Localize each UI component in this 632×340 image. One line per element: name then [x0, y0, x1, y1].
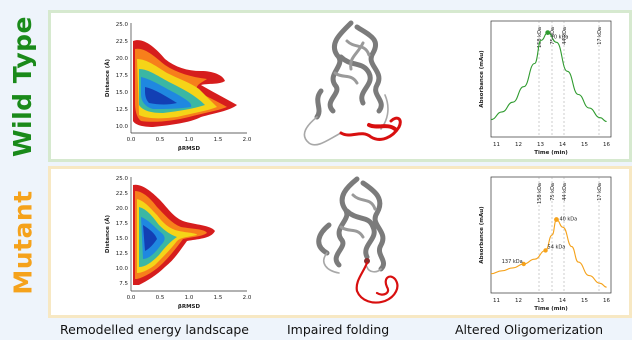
y-tick: 25.0	[116, 176, 129, 182]
y-tick: 12.5	[116, 251, 129, 257]
mut-energy-landscape: 25.0 22.5 20.0 17.5 15.0 12.5 10.0 7.5 0…	[104, 176, 252, 310]
wt-energy-landscape: 25.0 22.5 20.0 17.5 15.0 12.5 10.0 0.0 0…	[104, 22, 252, 152]
x-tick: 1.0	[185, 295, 194, 301]
y-tick: 10.0	[116, 266, 129, 272]
x-tick: 11	[493, 142, 500, 148]
y-axis-label: Distance (Å)	[104, 58, 111, 97]
x-tick: 15	[581, 142, 588, 148]
x-tick: 16	[603, 298, 610, 304]
mutant-panel: 25.0 22.5 20.0 17.5 15.0 12.5 10.0 7.5 0…	[48, 166, 632, 318]
x-tick: 0.5	[156, 295, 165, 301]
y-tick: 17.5	[116, 221, 129, 227]
y-tick: 20.0	[116, 56, 129, 62]
mut-protein-structure	[316, 176, 399, 304]
y-tick: 12.5	[116, 107, 129, 113]
mutant-figure: 25.0 22.5 20.0 17.5 15.0 12.5 10.0 7.5 0…	[104, 176, 612, 312]
x-tick: 1.5	[214, 137, 223, 143]
x-axis-label: Time (min)	[534, 306, 568, 312]
wt-sec-line	[490, 32, 607, 123]
marker-label: 17 kDa	[597, 27, 603, 45]
wild-type-figure: 25.0 22.5 20.0 17.5 15.0 12.5 10.0 0.0 0…	[104, 20, 612, 156]
marker-label: 158 kDa	[537, 27, 543, 48]
y-tick: 15.0	[116, 236, 129, 242]
peak-label: 70 kDa	[551, 35, 569, 41]
plot-frame	[490, 20, 612, 138]
x-tick: 15	[581, 298, 588, 304]
caption-energy: Remodelled energy landscape	[60, 322, 249, 337]
x-tick: 12	[515, 298, 522, 304]
x-tick: 11	[493, 298, 500, 304]
x-axis-label: Time (min)	[534, 150, 568, 156]
y-axis-label: Distance (Å)	[104, 214, 111, 253]
x-tick: 1.5	[214, 295, 223, 301]
peak-label: 54 kDa	[548, 244, 566, 250]
y-tick: 7.5	[119, 281, 128, 287]
wt-protein-structure	[303, 20, 402, 146]
marker-label: 75 kDa	[550, 183, 556, 201]
y-tick: 15.0	[116, 90, 129, 96]
peak-point	[543, 248, 548, 253]
peak-point	[545, 30, 551, 35]
y-tick: 25.0	[116, 22, 129, 28]
mutant-label: Mutant	[8, 189, 38, 295]
caption-oligo: Altered Oligomerization	[455, 322, 604, 337]
y-tick: 20.0	[116, 206, 129, 212]
marker-label: 44 kDa	[562, 27, 568, 45]
peak-label: 40 kDa	[559, 217, 577, 223]
y-tick: 22.5	[116, 191, 129, 197]
peak-point	[554, 217, 559, 222]
caption-folding: Impaired folding	[287, 322, 390, 337]
x-tick: 0.0	[127, 137, 136, 143]
x-tick: 0.0	[127, 295, 136, 301]
peak-point	[521, 261, 526, 267]
wild-type-label: Wild Type	[8, 15, 38, 157]
x-axis-label: βRMSD	[178, 304, 201, 310]
marker-label: 17 kDa	[597, 183, 603, 201]
y-tick: 17.5	[116, 73, 129, 79]
x-tick: 12	[515, 142, 522, 148]
x-tick: 2.0	[243, 295, 252, 301]
mut-sec-chart: 158 kDa 75 kDa 44 kDa 17 kDa 11 12 13 14…	[479, 176, 612, 312]
y-axis-label: Absorbance (mAu)	[479, 206, 485, 264]
x-tick: 16	[603, 142, 610, 148]
x-tick: 14	[559, 298, 566, 304]
y-tick: 22.5	[116, 39, 129, 45]
peak-label: 137 kDa	[502, 259, 523, 265]
marker-label: 75 kDa	[550, 27, 556, 45]
x-tick: 1.0	[185, 137, 194, 143]
x-axis-label: βRMSD	[178, 146, 201, 152]
x-tick: 13	[537, 298, 544, 304]
x-tick: 14	[559, 142, 566, 148]
plot-frame	[490, 176, 612, 294]
x-tick: 13	[537, 142, 544, 148]
x-tick: 0.5	[156, 137, 165, 143]
wild-type-panel: 25.0 22.5 20.0 17.5 15.0 12.5 10.0 0.0 0…	[48, 10, 632, 162]
mut-sec-line	[490, 218, 607, 288]
marker-label: 158 kDa	[537, 183, 543, 204]
x-tick: 2.0	[243, 137, 252, 143]
y-axis-label: Absorbance (mAu)	[479, 50, 485, 108]
wt-sec-chart: 158 kDa 75 kDa 44 kDa 17 kDa 11 12 13 14…	[479, 20, 612, 156]
marker-label: 44 kDa	[562, 183, 568, 201]
y-tick: 10.0	[116, 124, 129, 130]
